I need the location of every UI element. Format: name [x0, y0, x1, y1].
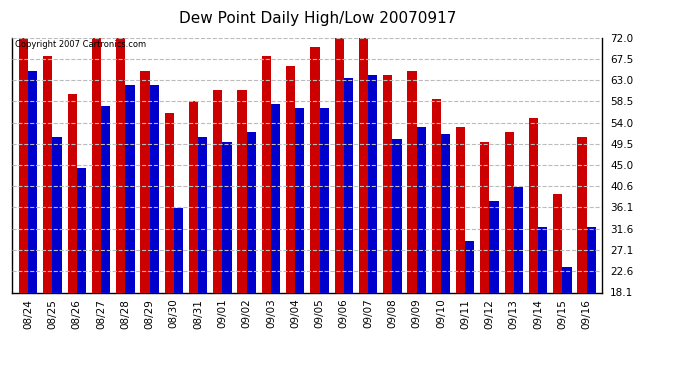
Bar: [189, 101, 198, 292]
Bar: [578, 137, 586, 292]
Text: Copyright 2007 Cartronics.com: Copyright 2007 Cartronics.com: [15, 40, 146, 49]
Bar: [562, 267, 571, 292]
Bar: [432, 99, 441, 292]
Bar: [344, 78, 353, 292]
Bar: [101, 106, 110, 292]
Bar: [68, 94, 77, 292]
Bar: [198, 137, 208, 292]
Bar: [222, 142, 232, 292]
Bar: [262, 56, 271, 292]
Bar: [19, 38, 28, 292]
Bar: [237, 90, 247, 292]
Bar: [310, 47, 319, 292]
Bar: [116, 38, 126, 292]
Bar: [77, 168, 86, 292]
Bar: [335, 38, 344, 292]
Bar: [456, 128, 465, 292]
Bar: [538, 227, 547, 292]
Text: Dew Point Daily High/Low 20070917: Dew Point Daily High/Low 20070917: [179, 11, 456, 26]
Bar: [407, 70, 417, 292]
Bar: [553, 194, 562, 292]
Bar: [319, 108, 328, 292]
Bar: [383, 75, 393, 292]
Bar: [504, 132, 514, 292]
Bar: [480, 142, 489, 292]
Bar: [43, 56, 52, 292]
Bar: [489, 201, 499, 292]
Bar: [247, 132, 256, 292]
Bar: [140, 70, 150, 292]
Bar: [286, 66, 295, 292]
Bar: [174, 208, 183, 292]
Bar: [586, 227, 596, 292]
Bar: [295, 108, 304, 292]
Bar: [359, 33, 368, 292]
Bar: [417, 128, 426, 292]
Bar: [28, 70, 37, 292]
Bar: [271, 104, 280, 292]
Bar: [441, 135, 450, 292]
Bar: [52, 137, 61, 292]
Bar: [92, 38, 101, 292]
Bar: [165, 113, 174, 292]
Bar: [213, 90, 222, 292]
Bar: [465, 241, 475, 292]
Bar: [529, 118, 538, 292]
Bar: [126, 85, 135, 292]
Bar: [368, 75, 377, 292]
Bar: [150, 85, 159, 292]
Bar: [514, 186, 523, 292]
Bar: [393, 139, 402, 292]
